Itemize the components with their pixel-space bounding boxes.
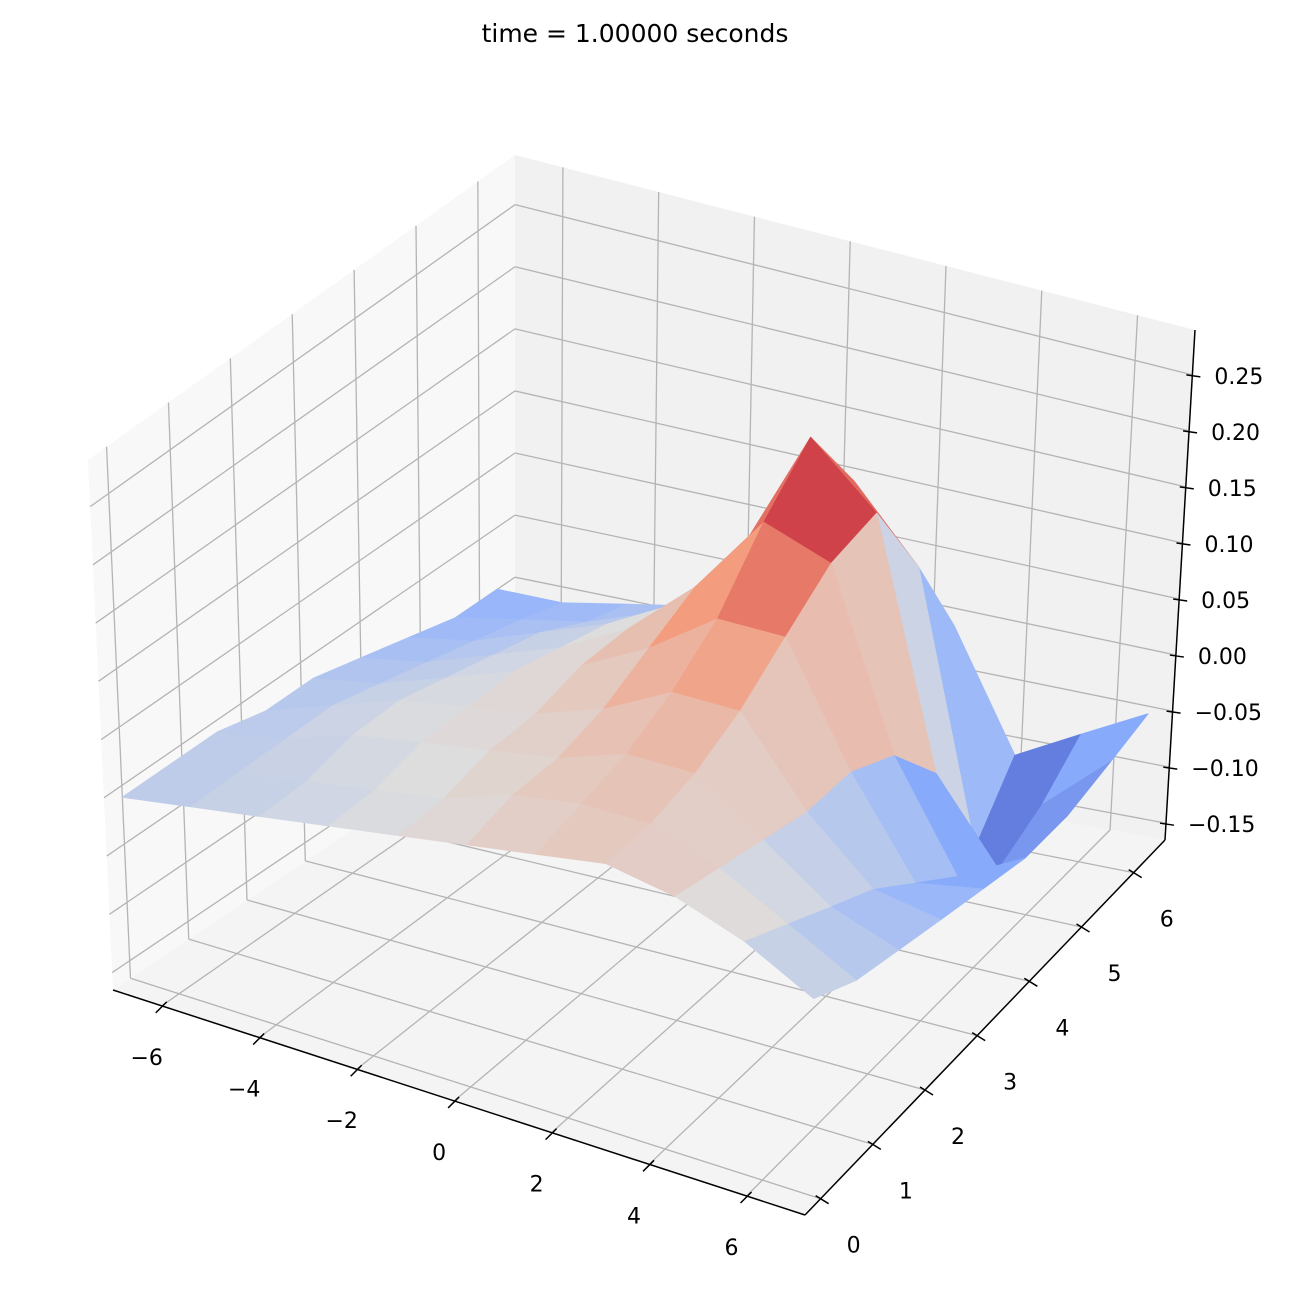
- z-tick-label: 0.00: [1198, 645, 1247, 670]
- grid-line: [246, 899, 926, 1091]
- y-tick-label: 3: [1003, 1071, 1017, 1096]
- grid-line: [514, 390, 1183, 544]
- z-tick: [1169, 654, 1184, 658]
- z-tick: [1182, 430, 1198, 434]
- z-tick: [1179, 486, 1194, 490]
- z-tick-label: 0.25: [1214, 365, 1263, 390]
- grid-line: [305, 860, 978, 1037]
- z-tick-label: 0.10: [1204, 533, 1253, 558]
- x-tick-label: −2: [325, 1109, 357, 1134]
- grid-line: [92, 266, 516, 566]
- x-tick: [350, 1064, 363, 1077]
- grid-line: [89, 204, 516, 508]
- grid-line: [167, 402, 190, 940]
- x-axis-line: [112, 989, 806, 1216]
- x-tick-label: −6: [131, 1046, 163, 1071]
- grid-line: [746, 829, 1111, 1197]
- grid-line: [98, 390, 516, 682]
- z-tick: [1173, 598, 1188, 602]
- y-tick: [1128, 868, 1143, 879]
- y-tick: [919, 1086, 934, 1096]
- z-tick: [1176, 542, 1191, 546]
- x-tick-label: 0: [432, 1141, 446, 1166]
- z-tick: [1166, 710, 1181, 714]
- y-tick-label: 5: [1108, 962, 1122, 987]
- surface-patch: [744, 923, 857, 1000]
- grid-line: [103, 514, 516, 799]
- y-tick: [867, 1140, 882, 1150]
- z-tick-label: −0.10: [1191, 757, 1258, 782]
- x-tick-label: −4: [228, 1078, 260, 1103]
- y-tick-label: 0: [847, 1234, 861, 1259]
- x-tick-label: 4: [627, 1204, 641, 1229]
- z-tick: [1163, 766, 1178, 770]
- y-axis-line: [804, 839, 1166, 1216]
- x-tick: [739, 1191, 753, 1204]
- y-tick: [971, 1032, 986, 1042]
- x-tick: [447, 1096, 460, 1109]
- x-tick: [642, 1159, 655, 1172]
- x-tick: [545, 1128, 558, 1141]
- y-tick: [815, 1195, 830, 1205]
- z-tick-label: 0.20: [1211, 421, 1260, 446]
- grid-line: [105, 446, 132, 979]
- x-tick: [155, 1001, 168, 1014]
- x-tick-label: 2: [530, 1173, 544, 1198]
- grid-line: [514, 266, 1190, 432]
- y-tick: [1076, 923, 1090, 933]
- z-tick-label: 0.15: [1208, 477, 1257, 502]
- y-tick: [1023, 977, 1038, 987]
- grid-line: [188, 938, 874, 1145]
- z-tick: [1159, 822, 1175, 826]
- z-tick-label: 0.05: [1201, 589, 1250, 614]
- grid-line: [514, 204, 1193, 376]
- grid-line: [1017, 290, 1043, 813]
- z-tick: [1186, 374, 1201, 378]
- y-tick-label: 1: [899, 1179, 913, 1204]
- y-tick-label: 6: [1160, 908, 1174, 933]
- y-tick-label: 4: [1055, 1016, 1069, 1041]
- x-tick-label: 6: [725, 1236, 739, 1261]
- chart-title: time = 1.00000 seconds: [482, 19, 789, 48]
- grid-line: [130, 977, 821, 1200]
- z-axis-line: [1164, 329, 1196, 841]
- y-tick-label: 2: [951, 1125, 965, 1150]
- x-tick: [252, 1033, 265, 1046]
- grid-line: [514, 328, 1186, 488]
- z-tick-label: −0.05: [1195, 701, 1262, 726]
- grid-line: [95, 328, 516, 624]
- grid-line: [100, 452, 516, 741]
- z-tick-label: −0.15: [1188, 813, 1255, 838]
